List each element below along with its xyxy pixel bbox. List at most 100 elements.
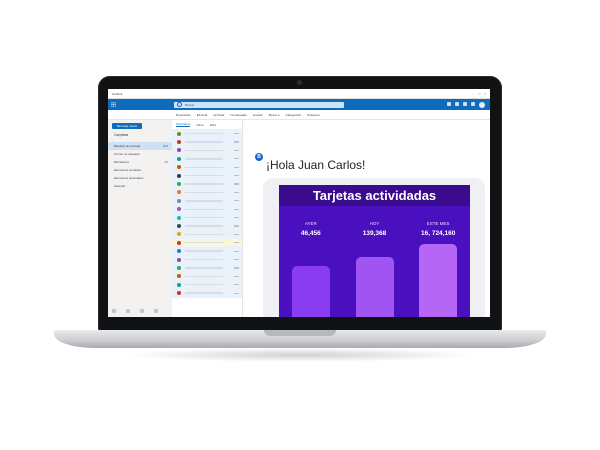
folder-item[interactable]: Elementos eliminados [108,174,172,182]
message-time [234,233,239,235]
account-avatar[interactable] [479,101,485,108]
message-row[interactable] [172,205,242,214]
message-row[interactable] [172,171,242,181]
message-preview [185,191,223,194]
message-time [234,166,239,168]
stat-label: HOY [369,221,380,226]
message-row[interactable] [172,239,242,248]
folder-item-label: Elementos enviados [114,168,142,172]
sender-avatar [177,257,181,262]
sender-avatar [177,140,181,145]
folder-item[interactable]: Bandeja de entrada 244 [108,142,172,150]
message-row[interactable] [172,222,242,231]
message-preview [185,216,223,219]
message-preview [185,233,223,236]
message-time [234,191,239,194]
message-preview [185,149,223,152]
junk-button[interactable]: No deseado [230,112,247,117]
search-box[interactable]: Buscar [174,101,344,108]
message-time [234,258,239,261]
message-row[interactable] [172,289,242,298]
message-time [234,175,239,177]
close-button[interactable]: × [484,91,486,96]
folder-item[interactable]: Elementos enviados [108,166,172,174]
settings-icon[interactable] [463,101,467,106]
sender-avatar [177,165,181,170]
minimize-button[interactable]: – [472,91,475,96]
snooze-button[interactable]: Posponer [306,112,320,117]
message-row[interactable] [172,264,242,273]
sender-avatar [177,148,181,153]
sweep-button[interactable]: Limpiar [252,112,263,117]
people-icon[interactable] [140,309,144,313]
message-time [234,284,239,286]
laptop-shadow [120,348,480,362]
message-preview [185,166,223,168]
message-row[interactable] [172,255,242,265]
message-time [234,208,239,210]
message-preview [185,174,223,177]
reply-button[interactable]: Responder [176,112,191,117]
message-row[interactable] [172,213,242,223]
message-row[interactable] [172,146,242,156]
tab-focused[interactable]: Prioritarios [176,122,191,127]
message-preview [185,258,223,261]
webcam [297,80,302,85]
activity-card: Tarjetas actividadas AYER 46,456 HOY 139,36… [279,185,470,317]
message-time [234,158,239,160]
sender-avatar [177,240,181,245]
folder-item[interactable]: Borradores 42 [108,158,172,166]
folder-item-label: Elementos eliminados [114,176,144,180]
message-list: Prioritarios Otros Filtro [172,120,243,317]
new-mail-button[interactable]: Mensaje nuevo [112,123,142,129]
delete-button[interactable]: Eliminar [196,112,208,117]
categorize-button[interactable]: Categorizar [285,112,301,117]
mail-icon[interactable] [112,309,116,313]
message-row[interactable] [172,230,242,240]
stat-bar [291,266,330,317]
message-row[interactable] [172,197,242,206]
message-row[interactable] [172,180,242,189]
message-time [234,225,239,227]
calendar-icon[interactable] [126,309,130,313]
message-preview [185,292,223,294]
message-row[interactable] [172,155,242,164]
message-preview [185,250,223,252]
meet-icon[interactable] [447,101,451,106]
folder-item[interactable]: Historial [108,182,172,190]
maximize-button[interactable]: □ [478,91,481,96]
search-input[interactable]: Buscar [185,102,195,107]
message-preview [185,284,223,286]
message-time [234,250,239,252]
app-launcher-icon[interactable] [111,102,116,107]
stat-bar [355,257,394,317]
message-row[interactable] [172,272,242,282]
message-row[interactable] [172,163,242,172]
message-row[interactable] [172,188,242,198]
stat-value: 139,368 [362,230,387,237]
sender-avatar [177,215,181,220]
browser-tab[interactable]: Outlook [112,91,123,96]
message-time [234,217,239,219]
sender-avatar [177,207,181,212]
message-row[interactable] [172,247,242,256]
folder-item[interactable]: Correo no deseado [108,150,172,158]
message-row[interactable] [172,130,242,139]
move-button[interactable]: Mover a [268,112,280,117]
sender-avatar [177,265,181,270]
archive-button[interactable]: Archivar [213,112,225,117]
sender-avatar [177,232,181,237]
sender-logo-icon: B [255,153,263,161]
message-row[interactable] [172,281,242,290]
folder-item-label: Bandeja de entrada [114,144,141,148]
tab-other[interactable]: Otros [196,122,204,127]
browser-bar: Outlook – □ × [108,89,490,99]
calendar-icon[interactable] [455,101,459,106]
message-time [234,242,239,244]
message-preview [185,200,223,202]
tab-filter[interactable]: Filtro [209,122,217,127]
help-icon[interactable] [471,101,475,106]
todo-icon[interactable] [154,309,158,313]
folder-item-label: Historial [114,184,125,188]
message-row[interactable] [172,138,242,147]
